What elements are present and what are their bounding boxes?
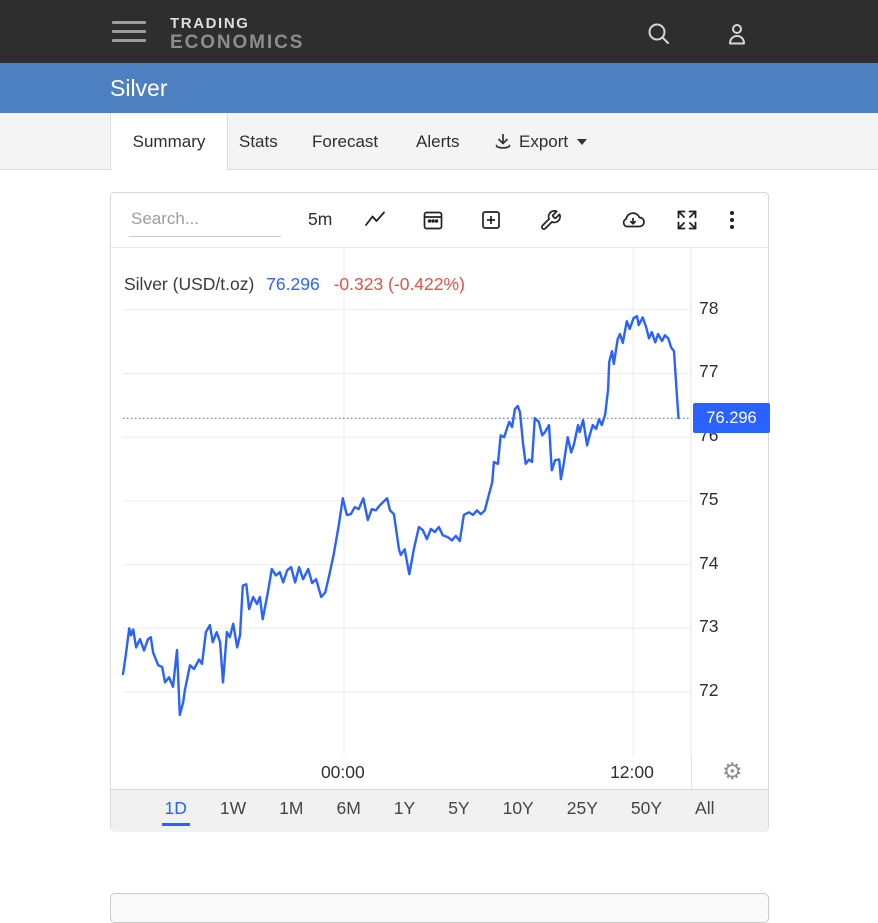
- legend-last-price: 76.296: [266, 274, 320, 294]
- chart-card: 5m: [110, 192, 770, 832]
- top-navigation-bar: TRADING ECONOMICS: [0, 0, 878, 63]
- indicators-wrench-icon[interactable]: [537, 207, 563, 233]
- range-button-6m[interactable]: 6M: [336, 798, 361, 818]
- page-header-banner: Silver: [0, 63, 878, 113]
- chart-style-icon[interactable]: [362, 207, 388, 233]
- y-axis-tick-label: 72: [699, 679, 719, 700]
- y-axis-tick-label: 74: [699, 552, 719, 573]
- hamburger-menu-icon[interactable]: [112, 21, 146, 43]
- tab-stats[interactable]: Stats: [239, 132, 278, 151]
- tab-export[interactable]: Export: [494, 113, 588, 170]
- search-icon[interactable]: [646, 21, 672, 47]
- symbol-search-input[interactable]: [129, 205, 281, 237]
- trading-economics-logo[interactable]: TRADING ECONOMICS: [170, 16, 304, 52]
- next-section-card: [110, 893, 769, 923]
- range-selector: 1D 1W 1M 6M 1Y 5Y 10Y 25Y 50Y All: [111, 789, 768, 832]
- range-button-5y[interactable]: 5Y: [448, 798, 470, 818]
- range-button-1y[interactable]: 1Y: [393, 798, 416, 818]
- range-button-25y[interactable]: 25Y: [566, 798, 598, 818]
- page-title: Silver: [110, 75, 168, 101]
- range-button-10y[interactable]: 10Y: [502, 798, 534, 818]
- legend-symbol-name: Silver (USD/t.oz): [124, 274, 255, 294]
- tab-strip: Summary Stats Forecast Alerts Export: [0, 113, 878, 171]
- export-label: Export: [519, 132, 569, 151]
- chevron-down-icon: [577, 138, 588, 145]
- axis-divider: [691, 755, 692, 789]
- logo-line-1: TRADING: [170, 15, 250, 32]
- tab-forecast[interactable]: Forecast: [312, 132, 379, 151]
- y-axis-tick-label: 78: [699, 297, 719, 318]
- range-button-1m[interactable]: 1M: [279, 798, 304, 818]
- range-button-1w[interactable]: 1W: [219, 798, 247, 818]
- legend-change: -0.323 (-0.422%): [333, 274, 465, 294]
- range-button-1d[interactable]: 1D: [161, 796, 190, 826]
- x-axis-tick-label: 12:00: [610, 762, 654, 782]
- calendar-icon[interactable]: [420, 207, 446, 233]
- y-axis-tick-label: 73: [699, 616, 719, 637]
- download-icon: [494, 132, 512, 151]
- range-button-50y[interactable]: 50Y: [630, 798, 663, 818]
- more-options-kebab-icon[interactable]: [719, 207, 745, 233]
- download-cloud-icon[interactable]: [620, 207, 646, 233]
- plot-area[interactable]: Silver (USD/t.oz) 76.296 -0.323 (-0.422%…: [111, 248, 770, 755]
- user-account-icon[interactable]: [723, 21, 751, 48]
- compare-add-icon[interactable]: [478, 207, 504, 233]
- y-axis-tick-label: 77: [699, 361, 719, 382]
- interval-button[interactable]: 5m: [308, 209, 333, 229]
- x-axis-tick-label: 00:00: [320, 762, 365, 782]
- range-button-all[interactable]: All: [695, 798, 715, 818]
- price-line-chart: [121, 248, 692, 755]
- logo-line-2: ECONOMICS: [170, 32, 305, 53]
- chart-legend: Silver (USD/t.oz) 76.296 -0.323 (-0.422%…: [124, 274, 465, 295]
- x-axis-row: ⚙ 00:00 12:00: [111, 755, 768, 789]
- symbol-search: [129, 205, 281, 237]
- tab-summary[interactable]: Summary: [110, 113, 228, 171]
- y-axis-tick-label: 75: [699, 488, 719, 509]
- tab-alerts[interactable]: Alerts: [416, 132, 460, 151]
- chart-toolbar: 5m: [111, 193, 768, 248]
- chart-settings-gear-icon[interactable]: ⚙: [722, 758, 743, 784]
- current-price-axis-label: 76.296: [693, 403, 770, 434]
- fullscreen-expand-icon[interactable]: [674, 207, 700, 233]
